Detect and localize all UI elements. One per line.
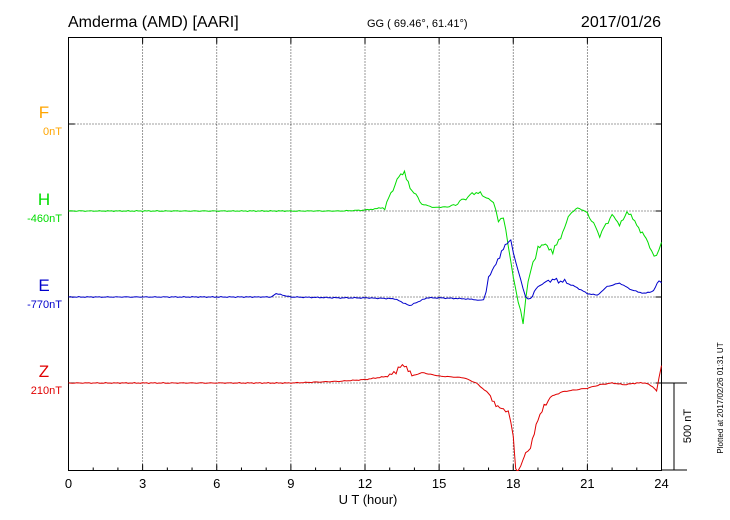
x-tick-label: 24 — [654, 476, 668, 491]
x-tick-label: 18 — [506, 476, 520, 491]
x-tick-label: 3 — [139, 476, 146, 491]
component-name-z: Z — [39, 362, 49, 381]
series-line-h — [68, 169, 662, 325]
plotted-note: Plotted at 2017/02/26 01:31 UT — [716, 342, 725, 453]
x-tick-label: 21 — [580, 476, 594, 491]
x-tick-label: 6 — [213, 476, 220, 491]
series-line-z — [68, 363, 662, 471]
axis-ticks: 0 3 6 9 12 15 18 21 24 — [65, 37, 669, 491]
series-layer — [68, 169, 662, 471]
x-tick-label: 9 — [287, 476, 294, 491]
component-baseline-f: 0nT — [43, 126, 62, 138]
station-title: Amderma (AMD) [AARI] — [68, 14, 239, 31]
component-baseline-z: 210nT — [31, 385, 62, 397]
series-line-e — [68, 238, 662, 307]
scale-bar: 500 nT — [661, 382, 694, 471]
scale-bar-label: 500 nT — [682, 409, 694, 444]
component-name-e: E — [38, 276, 49, 295]
x-tick-label: 12 — [358, 476, 372, 491]
component-name-f: F — [39, 103, 49, 122]
x-tick-label: 0 — [65, 476, 72, 491]
grid-lines — [68, 37, 662, 471]
chart-date: 2017/01/26 — [581, 14, 661, 31]
station-coords: GG ( 69.46°, 61.41°) — [367, 18, 468, 30]
component-name-h: H — [38, 190, 50, 209]
component-labels: F 0nT H -460nT E -770nT Z 210nT — [27, 103, 62, 397]
x-tick-label: 15 — [432, 476, 446, 491]
x-axis-label: U T (hour) — [339, 492, 398, 507]
component-baseline-h: -460nT — [27, 213, 62, 225]
component-baseline-e: -770nT — [27, 299, 62, 311]
